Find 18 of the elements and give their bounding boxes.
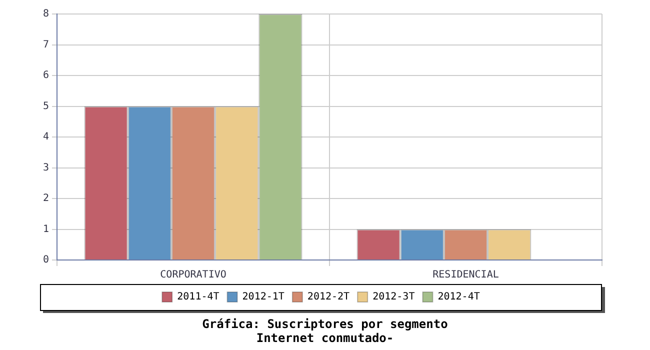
x-tick-label: RESIDENCIAL [432,270,499,281]
legend-label: 2012-3T [372,292,415,303]
text: Gráfica: Suscriptores por segmento [201,317,449,331]
y-tick-label: 3 [42,162,50,174]
y-tick-label: 2 [42,193,50,204]
y-tick-label: 4 [42,132,50,143]
y-tick-label: 6 [42,70,50,82]
legend-label: 2012-1T [242,292,284,303]
y-tick-label: 8 [42,8,50,20]
legend-label: 2012-4T [438,292,480,303]
legend-label: 2012-2T [307,292,350,303]
y-tick-label: 1 [42,224,50,235]
legend-label: 2011-4T [177,292,220,303]
y-tick-label: 5 [42,100,50,112]
x-tick-label: CORPORATIVO [160,270,226,281]
y-tick-label: 7 [42,39,50,50]
y-tick-label: 0 [42,254,50,266]
text: Internet conmutado- [255,331,395,345]
